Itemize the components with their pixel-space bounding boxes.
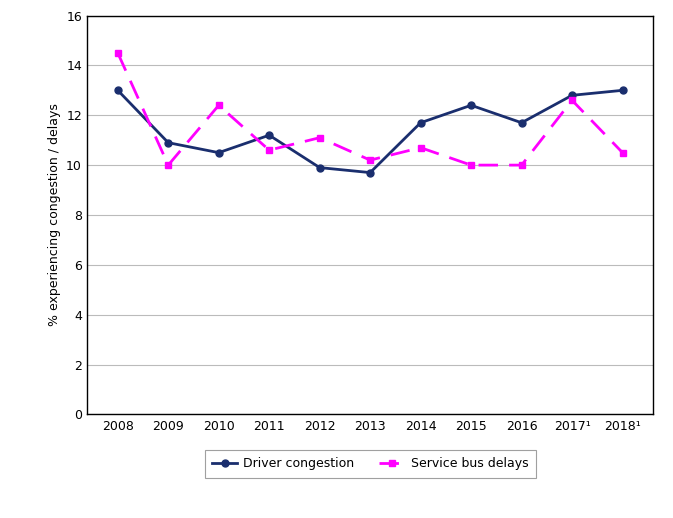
Service bus delays xyxy=(114,50,122,56)
Service bus delays xyxy=(366,157,374,163)
Service bus delays xyxy=(417,145,425,151)
Line: Service bus delays: Service bus delays xyxy=(114,49,626,168)
Legend: Driver congestion, Service bus delays: Driver congestion, Service bus delays xyxy=(205,450,536,478)
Driver congestion xyxy=(467,102,475,108)
Service bus delays xyxy=(618,150,627,156)
Driver congestion xyxy=(568,92,576,98)
Driver congestion xyxy=(518,120,526,126)
Driver congestion xyxy=(164,139,172,146)
Driver congestion xyxy=(618,87,627,93)
Service bus delays xyxy=(316,135,324,141)
Driver congestion xyxy=(366,169,374,176)
Service bus delays xyxy=(164,162,172,168)
Service bus delays xyxy=(467,162,475,168)
Service bus delays xyxy=(518,162,526,168)
Driver congestion xyxy=(417,120,425,126)
Driver congestion xyxy=(114,87,122,93)
Service bus delays xyxy=(265,147,273,153)
Driver congestion xyxy=(265,132,273,138)
Line: Driver congestion: Driver congestion xyxy=(114,87,626,176)
Driver congestion xyxy=(215,150,223,156)
Service bus delays xyxy=(568,97,576,104)
Service bus delays xyxy=(215,102,223,108)
Y-axis label: % experiencing congestion / delays: % experiencing congestion / delays xyxy=(48,104,61,326)
Driver congestion xyxy=(316,165,324,171)
